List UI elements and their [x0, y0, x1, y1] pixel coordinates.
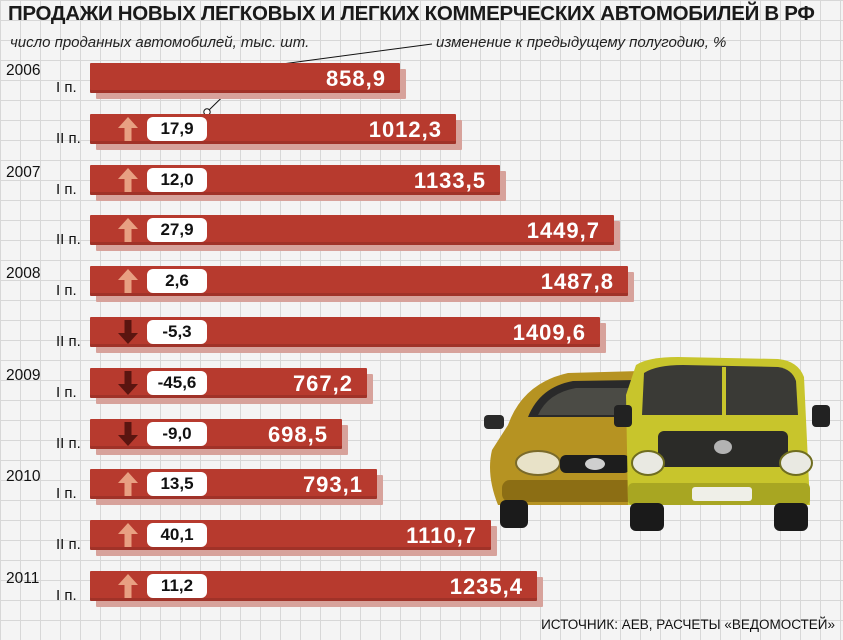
change-value-box: 17,9 — [147, 117, 207, 141]
change-value-box: 40,1 — [147, 523, 207, 547]
change-value-box: 11,2 — [147, 574, 207, 598]
bar: 1235,4 11,2 — [90, 571, 537, 601]
bar: 1409,6 -5,3 — [90, 317, 600, 347]
bar: 793,1 13,5 — [90, 469, 377, 499]
bar: 858,9 — [90, 63, 400, 93]
half-year-label: II п. — [56, 333, 81, 350]
bar: 1110,7 40,1 — [90, 520, 491, 550]
year-label: 2008 — [6, 265, 41, 282]
half-year-label: I п. — [56, 384, 77, 401]
change-value-box: 27,9 — [147, 218, 207, 242]
bar-value-label: 1449,7 — [526, 218, 600, 243]
bar-value-label: 1110,7 — [406, 523, 477, 548]
arrow-up-icon — [118, 218, 138, 242]
subtitle-left: число проданных автомобилей, тыс. шт. — [10, 34, 310, 51]
half-year-label: II п. — [56, 231, 81, 248]
year-label: 2011 — [6, 570, 40, 587]
arrow-up-icon — [118, 117, 138, 141]
half-year-label: I п. — [56, 282, 77, 299]
bar-value-label: 1409,6 — [512, 320, 586, 345]
arrow-down-icon — [118, 320, 138, 344]
year-label: 2006 — [6, 62, 41, 79]
change-value-box: 12,0 — [147, 168, 207, 192]
bar-value-label: 793,1 — [302, 472, 363, 497]
source-note: ИСТОЧНИК: АЕВ, РАСЧЕТЫ «ВЕДОМОСТЕЙ» — [541, 617, 835, 632]
change-value-box: -45,6 — [147, 371, 207, 395]
bar-value-label: 1012,3 — [368, 117, 442, 142]
half-year-label: I п. — [56, 485, 77, 502]
half-year-label: I п. — [56, 181, 77, 198]
arrow-up-icon — [118, 574, 138, 598]
bar-value-label: 767,2 — [292, 371, 353, 396]
arrow-down-icon — [118, 371, 138, 395]
change-value-box: -9,0 — [147, 422, 207, 446]
arrow-down-icon — [118, 422, 138, 446]
bar: 767,2 -45,6 — [90, 368, 367, 398]
bar: 1133,5 12,0 — [90, 165, 500, 195]
year-label: 2007 — [6, 164, 41, 181]
arrow-up-icon — [118, 168, 138, 192]
arrow-up-icon — [118, 269, 138, 293]
chart-title: ПРОДАЖИ НОВЫХ ЛЕГКОВЫХ И ЛЕГКИХ КОММЕРЧЕ… — [8, 2, 815, 25]
change-value-box: 13,5 — [147, 472, 207, 496]
bar-value-label: 1487,8 — [540, 269, 614, 294]
change-value-box: -5,3 — [147, 320, 207, 344]
bar-value-label: 1235,4 — [449, 574, 523, 599]
year-label: 2010 — [6, 468, 41, 485]
bar: 1012,3 17,9 — [90, 114, 456, 144]
subtitle-right: изменение к предыдущему полугодию, % — [436, 34, 727, 51]
half-year-label: II п. — [56, 130, 81, 147]
half-year-label: I п. — [56, 79, 77, 96]
change-value-box: 2,6 — [147, 269, 207, 293]
bar-value-label: 858,9 — [325, 66, 386, 91]
bar-value-label: 1133,5 — [413, 168, 486, 193]
arrow-up-icon — [118, 472, 138, 496]
year-label: 2009 — [6, 367, 41, 384]
cars-illustration — [484, 357, 830, 531]
half-year-label: II п. — [56, 435, 81, 452]
half-year-label: II п. — [56, 536, 81, 553]
bar: 1487,8 2,6 — [90, 266, 628, 296]
bar: 698,5 -9,0 — [90, 419, 342, 449]
van-image — [614, 357, 830, 531]
half-year-label: I п. — [56, 587, 77, 604]
arrow-up-icon — [118, 523, 138, 547]
bar: 1449,7 27,9 — [90, 215, 614, 245]
bar-value-label: 698,5 — [267, 422, 328, 447]
